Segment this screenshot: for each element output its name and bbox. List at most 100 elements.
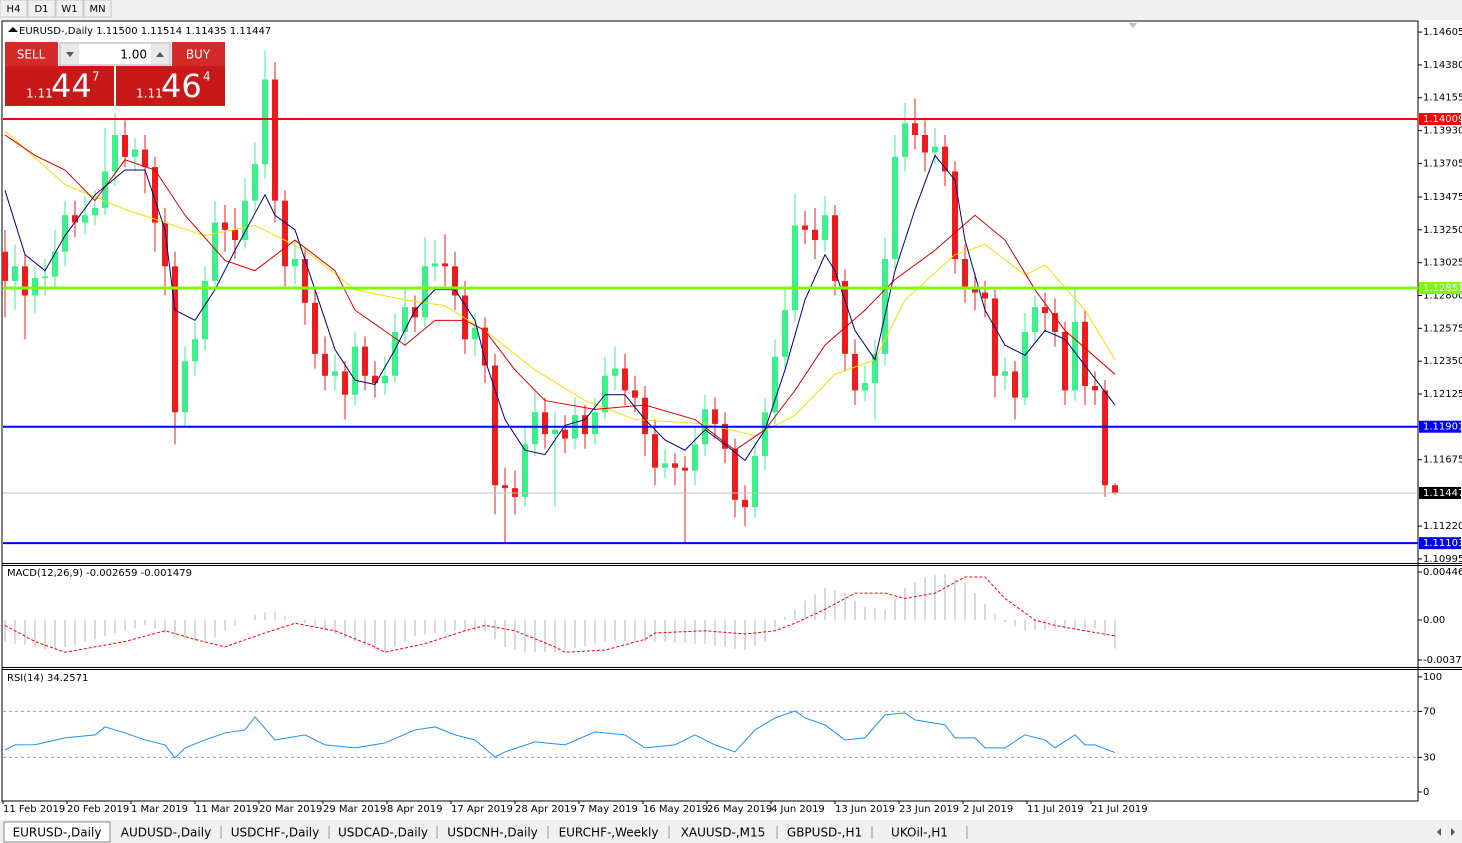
- chart-tab-label: USDCAD-,Daily: [338, 826, 428, 840]
- level-label: 1.12851: [1423, 283, 1462, 294]
- chart-tab[interactable]: [3, 821, 111, 843]
- candle-body: [302, 259, 308, 303]
- candle-body: [1022, 331, 1028, 398]
- x-tick-label: 16 May 2019: [643, 804, 708, 815]
- candle-body: [742, 499, 748, 508]
- chart-tab[interactable]: [778, 824, 871, 841]
- chart-tab[interactable]: [438, 824, 547, 841]
- ask-pips: 46: [161, 67, 202, 105]
- candle-body: [322, 353, 328, 376]
- candle-body: [722, 423, 728, 449]
- candle-body: [842, 280, 848, 354]
- candle-body: [1082, 321, 1088, 386]
- candle-body: [22, 266, 28, 296]
- candle-body: [112, 134, 118, 172]
- candle-body: [392, 331, 398, 376]
- candle-body: [472, 327, 478, 340]
- candle-body: [132, 149, 138, 157]
- candle-body: [412, 307, 418, 318]
- y-tick-label: 1.13025: [1423, 258, 1462, 269]
- candle-body: [82, 215, 88, 223]
- candle-body: [382, 375, 388, 384]
- y-tick-label: 1.11675: [1423, 455, 1462, 466]
- chart-tab[interactable]: [330, 824, 436, 841]
- sell-label: SELL: [17, 48, 46, 62]
- candle-body: [192, 339, 198, 362]
- lot-field[interactable]: [59, 42, 171, 66]
- ask-big: 1.11: [136, 87, 163, 101]
- level-label: 1.11103: [1423, 538, 1462, 549]
- candle-body: [632, 390, 638, 398]
- tab-scroll-right[interactable]: [1451, 828, 1455, 836]
- chart-tab[interactable]: [549, 824, 668, 841]
- level-label-bg: [1419, 420, 1461, 433]
- candle-body: [532, 412, 538, 445]
- y-tick-label: 0.004465: [1423, 567, 1462, 578]
- symbol-menu-icon[interactable]: [8, 27, 18, 32]
- y-tick-label: 1.12800: [1423, 291, 1462, 302]
- candle-body: [262, 79, 268, 165]
- candle-body: [822, 215, 828, 241]
- ask-box[interactable]: [116, 66, 225, 106]
- level-label: 1.14009: [1423, 114, 1462, 125]
- timeframe-label: H4: [7, 4, 21, 15]
- candle-body: [102, 171, 108, 208]
- candle-body: [792, 225, 798, 311]
- candle-body: [772, 356, 778, 413]
- chart-tab[interactable]: [112, 824, 220, 841]
- candle-body: [592, 412, 598, 435]
- candle-body: [882, 259, 888, 354]
- buy-button[interactable]: [172, 42, 225, 66]
- y-tick-label: 1.12125: [1423, 389, 1462, 400]
- candle-body: [1002, 371, 1008, 376]
- candle-body: [432, 263, 438, 267]
- timeframe-label: D1: [34, 4, 48, 15]
- chart-tab-label: UKOil-,H1: [891, 826, 948, 840]
- candle-body: [712, 409, 718, 424]
- chart-tab[interactable]: [873, 824, 966, 841]
- timeframe-button[interactable]: [83, 0, 112, 18]
- rsi-header: RSI(14) 34.2571: [7, 673, 88, 684]
- bid-big: 1.11: [26, 87, 53, 101]
- timeframe-button[interactable]: [27, 0, 56, 18]
- x-tick-label: 7 May 2019: [579, 804, 638, 815]
- candle-body: [1032, 307, 1038, 332]
- candle-body: [212, 222, 218, 281]
- candle-body: [622, 368, 628, 391]
- bid-pips: 44: [51, 67, 92, 105]
- buy-label: BUY: [186, 48, 211, 62]
- candle-body: [52, 251, 58, 277]
- candle-body: [852, 353, 858, 391]
- candle-body: [912, 123, 918, 135]
- candle-body: [902, 123, 908, 157]
- candle-body: [602, 375, 608, 413]
- y-tick-label: 1.13475: [1423, 192, 1462, 203]
- lot-down-icon: [66, 52, 74, 57]
- last-price-label-bg: [1419, 486, 1461, 499]
- y-tick-label: 1.14155: [1423, 93, 1462, 104]
- timeframe-button[interactable]: [0, 0, 28, 18]
- bid-box[interactable]: [5, 66, 114, 106]
- sell-button[interactable]: [5, 42, 58, 66]
- candle-body: [522, 444, 528, 497]
- candle-body: [552, 429, 558, 435]
- chart-tab[interactable]: [670, 824, 776, 841]
- shift-marker: [1129, 23, 1137, 28]
- tab-scroll-left[interactable]: [1437, 828, 1441, 836]
- candle-body: [182, 361, 188, 413]
- x-tick-label: 1 Mar 2019: [131, 804, 188, 815]
- candle-body: [862, 383, 868, 391]
- chart-tab[interactable]: [222, 824, 328, 841]
- indicator-line: [4, 710, 1116, 759]
- chart-header: EURUSD-,Daily 1.11500 1.11514 1.11435 1.…: [19, 26, 271, 37]
- timeframe-button[interactable]: [55, 0, 84, 18]
- indicator-line: [4, 130, 1116, 437]
- chart-tab-label: EURCHF-,Weekly: [559, 826, 659, 840]
- y-tick-label: 100: [1423, 672, 1442, 683]
- x-tick-label: 20 Feb 2019: [67, 804, 129, 815]
- candle-body: [1072, 321, 1078, 391]
- x-tick-label: 21 Jul 2019: [1091, 804, 1148, 815]
- chart-tab-label: GBPUSD-,H1: [787, 826, 862, 840]
- candle-body: [442, 263, 448, 267]
